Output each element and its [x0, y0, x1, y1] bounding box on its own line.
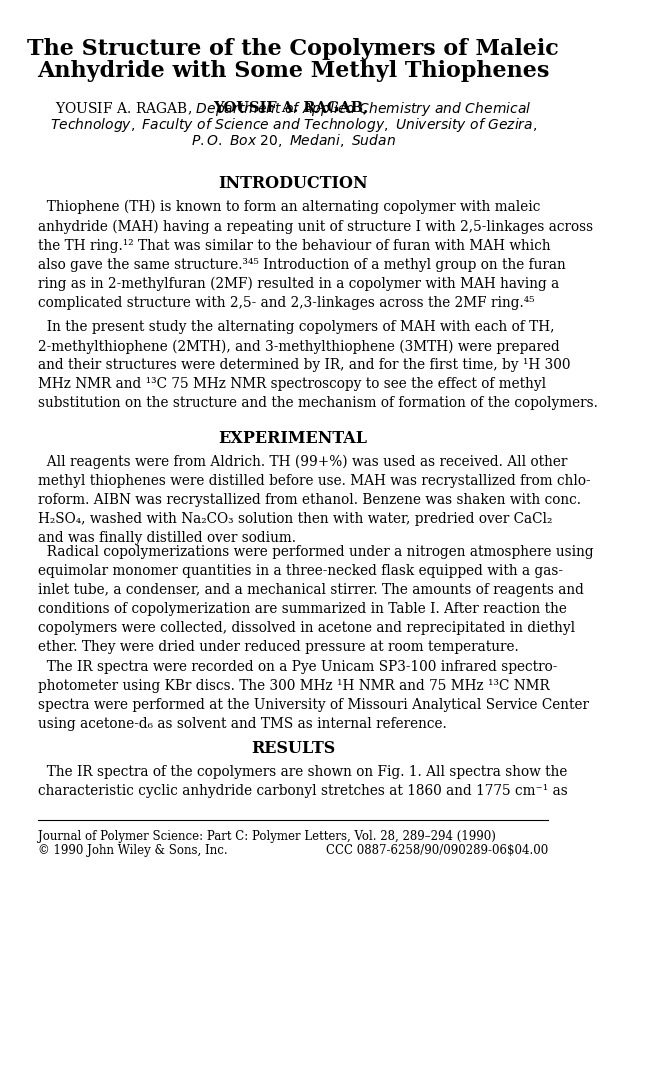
Text: CCC 0887-6258/90/090289-06$04.00: CCC 0887-6258/90/090289-06$04.00 [326, 844, 548, 857]
Text: INTRODUCTION: INTRODUCTION [218, 175, 368, 192]
Text: Thiophene (TH) is known to form an alternating copolymer with maleic
anhydride (: Thiophene (TH) is known to form an alter… [38, 200, 593, 310]
Text: RESULTS: RESULTS [251, 740, 335, 757]
Text: All reagents were from Aldrich. TH (99+%) was used as received. All other
methyl: All reagents were from Aldrich. TH (99+%… [38, 455, 591, 545]
Text: $\it{Technology,\ Faculty\ of\ Science\ and\ Technology,\ University\ of\ Gezira: $\it{Technology,\ Faculty\ of\ Science\ … [49, 116, 537, 134]
Text: $\it{P.O.\ Box\ 20,\ Medani,\ Sudan}$: $\it{P.O.\ Box\ 20,\ Medani,\ Sudan}$ [190, 132, 395, 149]
Text: YOUSIF A. RAGAB, $\it{Department\ of\ Applied\ Chemistry\ and\ Chemical}$: YOUSIF A. RAGAB, $\it{Department\ of\ Ap… [55, 100, 531, 118]
Text: EXPERIMENTAL: EXPERIMENTAL [218, 430, 368, 447]
Text: Anhydride with Some Methyl Thiophenes: Anhydride with Some Methyl Thiophenes [37, 60, 549, 82]
Text: The IR spectra were recorded on a Pye Unicam SP3-100 infrared spectro-
photomete: The IR spectra were recorded on a Pye Un… [38, 660, 589, 731]
Text: In the present study the alternating copolymers of MAH with each of TH,
2-methyl: In the present study the alternating cop… [38, 319, 598, 410]
Text: The Structure of the Copolymers of Maleic: The Structure of the Copolymers of Malei… [27, 38, 559, 60]
Text: © 1990 John Wiley & Sons, Inc.: © 1990 John Wiley & Sons, Inc. [38, 844, 227, 857]
Text: YOUSIF A. RAGAB,: YOUSIF A. RAGAB, [213, 100, 373, 114]
Text: The IR spectra of the copolymers are shown on Fig. 1. All spectra show the
chara: The IR spectra of the copolymers are sho… [38, 765, 568, 798]
Text: Journal of Polymer Science: Part C: Polymer Letters, Vol. 28, 289–294 (1990): Journal of Polymer Science: Part C: Poly… [38, 830, 496, 843]
Text: Radical copolymerizations were performed under a nitrogen atmosphere using
equim: Radical copolymerizations were performed… [38, 545, 593, 654]
